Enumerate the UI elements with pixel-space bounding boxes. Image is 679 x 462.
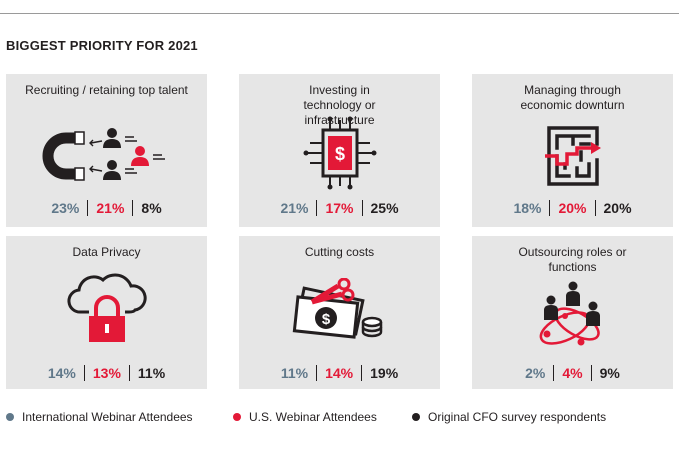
- stat-us: 21%: [96, 200, 125, 216]
- stat-original: 8%: [141, 200, 162, 216]
- panel-title: Data Privacy: [72, 245, 141, 259]
- legend-item-us: U.S. Webinar Attendees: [233, 410, 377, 424]
- legend-label: Original CFO survey respondents: [428, 410, 607, 424]
- legend-item-international: International Webinar Attendees: [6, 410, 193, 424]
- panel-title: Outsourcing roles or functions: [518, 245, 627, 274]
- magnet-people-icon: [42, 128, 165, 181]
- scissors-money-icon: $: [292, 278, 382, 339]
- stat-international: 23%: [51, 200, 80, 216]
- panel-data-privacy: Data Privacy 14% 13% 11%: [6, 236, 207, 389]
- stat-separator: [549, 200, 551, 216]
- panel-stats: 18% 20% 20%: [472, 200, 673, 216]
- stat-international: 14%: [47, 365, 76, 381]
- stat-separator: [590, 365, 592, 381]
- stat-original: 9%: [599, 365, 620, 381]
- stat-separator: [132, 200, 134, 216]
- panel-outsourcing: Outsourcing roles or functions 2% 4% 9%: [472, 236, 673, 389]
- panel-title: Managing through economic downturn: [520, 83, 625, 112]
- stat-original: 20%: [603, 200, 632, 216]
- stat-international: 2%: [525, 365, 546, 381]
- svg-text:$: $: [321, 311, 330, 328]
- stat-separator: [87, 200, 89, 216]
- stat-international: 18%: [513, 200, 542, 216]
- panel-downturn: Managing through economic downturn 18% 20…: [472, 74, 673, 227]
- stat-original: 25%: [370, 200, 399, 216]
- svg-text:$: $: [334, 144, 344, 164]
- panel-stats: 14% 13% 11%: [6, 365, 207, 381]
- stat-original: 11%: [137, 365, 166, 381]
- panel-recruiting: Recruiting / retaining top talent 23% 21%…: [6, 74, 207, 227]
- legend-dot-us: [233, 413, 241, 421]
- stat-us: 20%: [558, 200, 587, 216]
- stat-us: 14%: [325, 365, 354, 381]
- stat-us: 17%: [325, 200, 354, 216]
- chip-dollar-icon: $: [303, 116, 376, 190]
- stat-separator: [83, 365, 85, 381]
- stat-us: 4%: [562, 365, 583, 381]
- panel-title: Cutting costs: [304, 245, 375, 259]
- stat-international: 11%: [280, 365, 309, 381]
- top-divider: [0, 13, 679, 14]
- stat-separator: [361, 365, 363, 381]
- stat-separator: [594, 200, 596, 216]
- panel-stats: 23% 21% 8%: [6, 200, 207, 216]
- stat-international: 21%: [280, 200, 309, 216]
- stat-separator: [361, 200, 363, 216]
- panel-stats: 21% 17% 25%: [239, 200, 440, 216]
- people-network-icon: [539, 281, 600, 346]
- panel-stats: 11% 14% 19%: [239, 365, 440, 381]
- legend-item-original: Original CFO survey respondents: [412, 410, 606, 424]
- stat-separator: [553, 365, 555, 381]
- legend-dot-international: [6, 413, 14, 421]
- page-title: BIGGEST PRIORITY FOR 2021: [6, 38, 198, 53]
- panel-title: Investing in technology or infrastructur…: [303, 83, 376, 127]
- legend-label: International Webinar Attendees: [22, 410, 193, 424]
- panel-stats: 2% 4% 9%: [472, 365, 673, 381]
- panel-technology: Investing in technology or infrastructur…: [239, 74, 440, 227]
- legend-dot-original: [412, 413, 420, 421]
- maze-icon: [544, 126, 601, 186]
- panel-cutting-costs: Cutting costs $ 11% 14% 19%: [239, 236, 440, 389]
- legend-label: U.S. Webinar Attendees: [249, 410, 377, 424]
- stat-us: 13%: [92, 365, 121, 381]
- panel-title: Recruiting / retaining top talent: [25, 83, 188, 97]
- cloud-lock-icon: [66, 273, 147, 342]
- stat-separator: [316, 365, 318, 381]
- stat-separator: [128, 365, 130, 381]
- stat-original: 19%: [370, 365, 399, 381]
- stat-separator: [316, 200, 318, 216]
